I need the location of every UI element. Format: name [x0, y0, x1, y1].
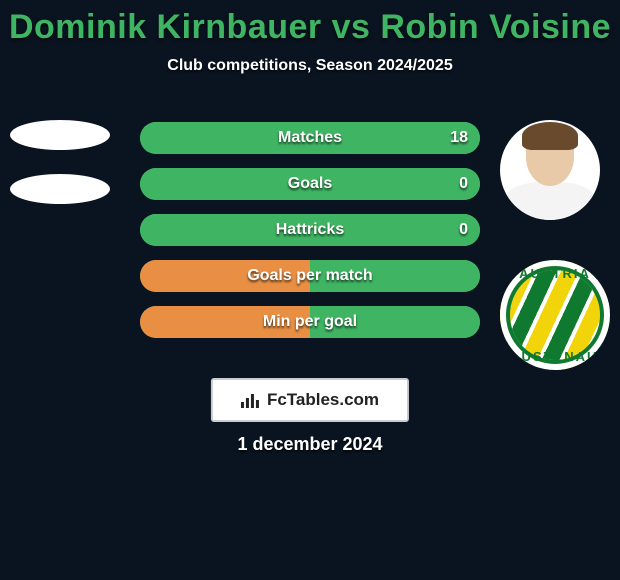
stat-value-right: 18 — [450, 129, 468, 147]
comparison-title: Dominik Kirnbauer vs Robin Voisine — [0, 0, 620, 47]
stat-row: Goals 0 — [140, 168, 480, 200]
source-site-label: FcTables.com — [267, 390, 379, 410]
stats-panel: Matches 18 Goals 0 Hattricks 0 Goals per match… — [140, 122, 480, 352]
snapshot-date: 1 december 2024 — [0, 434, 620, 455]
source-bars-icon — [241, 392, 261, 408]
comparison-subtitle: Club competitions, Season 2024/2025 — [0, 57, 620, 75]
stat-row: Hattricks 0 — [140, 214, 480, 246]
stat-label: Goals — [288, 175, 332, 193]
stat-value-right: 0 — [459, 175, 468, 193]
right-player-club-badge: AUSTRIA LUSTENAU — [500, 260, 610, 370]
stat-row: Min per goal — [140, 306, 480, 338]
club-text-top: AUSTRIA — [500, 266, 610, 281]
left-player-avatar-placeholder — [10, 120, 110, 150]
stat-row: Matches 18 — [140, 122, 480, 154]
left-player-column — [10, 120, 110, 228]
source-badge: FcTables.com — [211, 378, 409, 422]
stat-value-right: 0 — [459, 221, 468, 239]
left-player-club-placeholder — [10, 174, 110, 204]
club-text-bottom: LUSTENAU — [500, 349, 610, 364]
stat-label: Min per goal — [263, 313, 357, 331]
stat-row: Goals per match — [140, 260, 480, 292]
stat-label: Matches — [278, 129, 342, 147]
right-player-avatar — [500, 120, 600, 220]
stat-label: Hattricks — [276, 221, 344, 239]
right-player-column: AUSTRIA LUSTENAU — [500, 120, 610, 370]
stat-label: Goals per match — [247, 267, 372, 285]
